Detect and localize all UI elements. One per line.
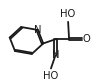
Text: N: N [52,50,59,61]
Text: HO: HO [43,71,58,81]
Text: O: O [82,34,90,44]
Text: N: N [34,25,42,35]
Text: HO: HO [60,9,75,19]
